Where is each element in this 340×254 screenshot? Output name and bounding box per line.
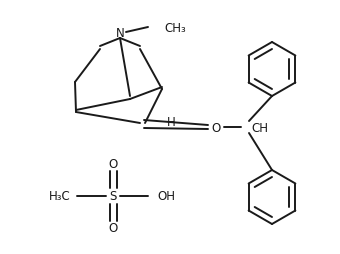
Text: N: N [116,26,124,39]
Text: O: O [211,121,221,134]
Text: H: H [167,115,176,128]
Text: CH₃: CH₃ [164,21,186,34]
Text: H₃C: H₃C [49,190,71,203]
Text: S: S [109,190,117,203]
Text: CH: CH [251,121,268,134]
Text: O: O [108,222,118,235]
Text: OH: OH [157,190,175,203]
Text: O: O [108,158,118,171]
